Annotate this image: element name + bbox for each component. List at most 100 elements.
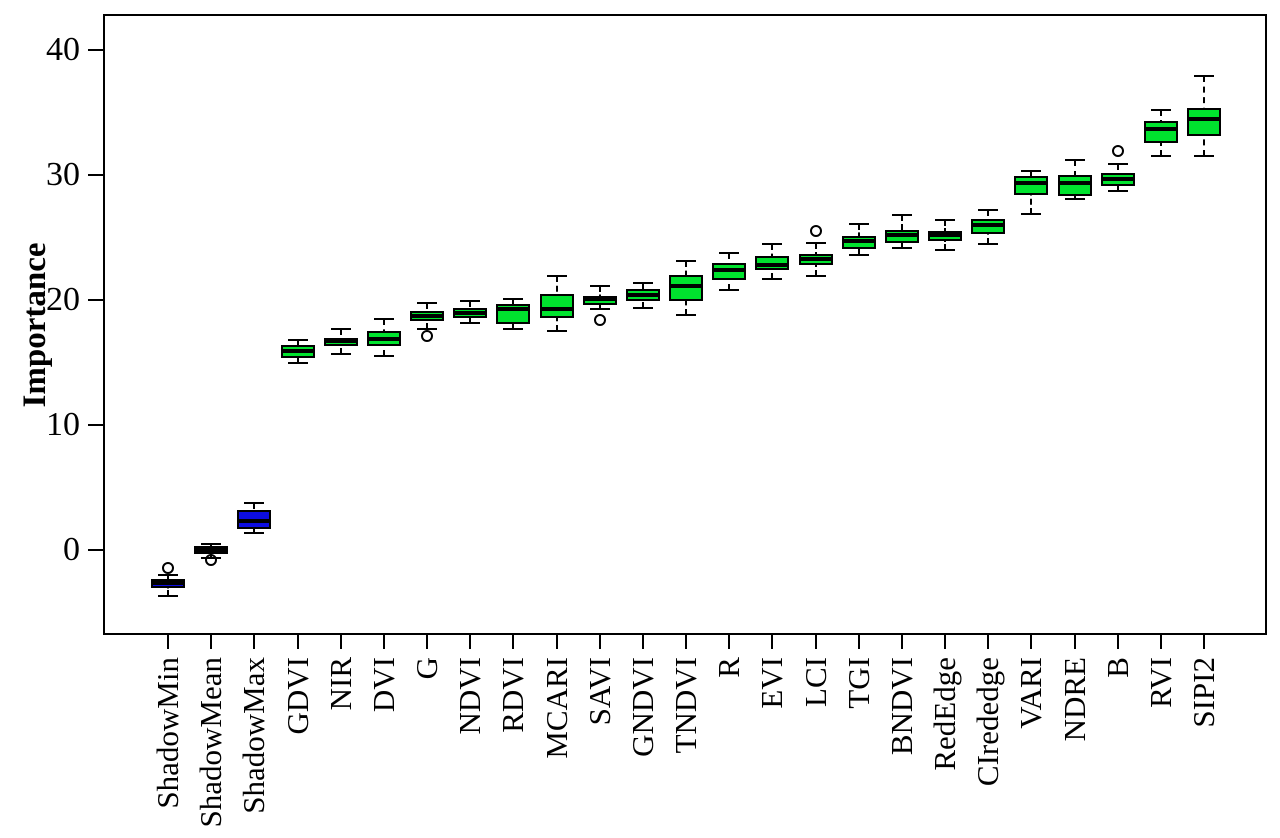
ShadowMax-whisker-cap-low — [244, 531, 265, 534]
TNDVI-median-line — [669, 284, 704, 289]
SIPI2-whisker-cap-high — [1194, 75, 1215, 78]
DVI-whisker-cap-low — [373, 355, 394, 358]
y-tick-label: 0 — [63, 531, 80, 568]
y-tick-label: 30 — [46, 156, 80, 193]
BNDVI-whisker-cap-high — [891, 214, 912, 216]
ShadowMin-outlier-point — [162, 561, 174, 574]
NDRE-median-line — [1057, 180, 1092, 185]
ShadowMean-whisker-cap-high — [201, 542, 222, 545]
x-tick-label-ShadowMax: ShadowMax — [236, 657, 272, 814]
SAVI-whisker-cap-low — [589, 307, 610, 310]
x-tick-mark — [296, 635, 299, 649]
MCARI-whisker-cap-high — [546, 275, 567, 278]
TNDVI-whisker-cap-high — [676, 260, 697, 263]
G-whisker-cap-high — [417, 301, 438, 304]
GNDVI-whisker-cap-low — [632, 306, 653, 309]
x-tick-mark — [555, 635, 558, 649]
ShadowMean-outlier-point — [205, 554, 218, 566]
VARI-whisker-cap-high — [1021, 170, 1042, 173]
GDVI-median-line — [280, 349, 315, 354]
x-tick-label-CIrededge: CIrededge — [970, 657, 1006, 787]
EVI-median-line — [755, 263, 790, 267]
x-tick-mark — [382, 635, 385, 649]
x-tick-label-B: B — [1099, 657, 1135, 678]
RDVI-median-line — [496, 306, 531, 311]
x-tick-label-MCARI: MCARI — [538, 657, 574, 759]
x-tick-label-NIR: NIR — [322, 657, 358, 711]
TGI-whisker-cap-high — [848, 222, 869, 225]
y-tick-mark — [88, 299, 103, 301]
x-tick-label-NDVI: NDVI — [452, 657, 488, 735]
SIPI2-median-line — [1187, 116, 1222, 121]
x-tick-label-BNDVI: BNDVI — [883, 657, 919, 756]
x-tick-mark — [1030, 635, 1033, 649]
x-tick-mark — [1159, 635, 1162, 649]
x-tick-label-ShadowMin: ShadowMin — [150, 657, 185, 809]
plot-area-border — [103, 14, 1267, 635]
BNDVI-median-line — [884, 233, 919, 237]
x-tick-label-DVI: DVI — [365, 657, 401, 713]
R-whisker-cap-low — [719, 289, 740, 291]
x-tick-label-LCI: LCI — [797, 657, 833, 707]
y-tick-mark — [88, 424, 103, 426]
box-SIPI2 — [1187, 107, 1222, 137]
DVI-whisker-cap-high — [373, 317, 394, 320]
CIrededge-whisker-cap-low — [978, 242, 999, 245]
SIPI2-whisker-cap-low — [1194, 155, 1215, 158]
x-tick-mark — [685, 635, 688, 649]
x-tick-label-RedEdge: RedEdge — [927, 657, 963, 771]
x-tick-mark — [771, 635, 774, 649]
x-tick-label-SIPI2: SIPI2 — [1186, 657, 1222, 728]
MCARI-whisker-cap-low — [546, 330, 567, 333]
LCI-median-line — [798, 256, 833, 261]
x-tick-mark — [598, 635, 601, 649]
y-tick-label: 10 — [46, 406, 80, 443]
EVI-whisker-cap-low — [762, 277, 783, 280]
y-tick-mark — [88, 174, 103, 176]
B-whisker-cap-low — [1107, 190, 1128, 193]
EVI-whisker-cap-high — [762, 242, 783, 245]
x-tick-mark — [1116, 635, 1119, 649]
ShadowMean-median-line — [194, 548, 229, 552]
box-VARI — [1014, 176, 1049, 195]
box-MCARI — [539, 293, 574, 318]
GNDVI-median-line — [625, 293, 660, 297]
B-whisker-cap-high — [1107, 162, 1128, 165]
x-tick-mark — [339, 635, 342, 649]
TNDVI-whisker-cap-low — [676, 314, 697, 316]
ShadowMin-median-line — [151, 580, 185, 585]
RVI-whisker-cap-high — [1150, 109, 1171, 111]
VARI-median-line — [1014, 180, 1049, 185]
x-tick-label-EVI: EVI — [754, 657, 790, 709]
x-tick-label-SAVI: SAVI — [581, 657, 617, 726]
SAVI-whisker-cap-high — [589, 285, 610, 288]
CIrededge-whisker-cap-high — [978, 209, 999, 211]
BNDVI-whisker-cap-low — [891, 246, 912, 249]
x-tick-mark — [1203, 635, 1206, 649]
x-tick-mark — [426, 635, 429, 649]
x-tick-mark — [253, 635, 256, 649]
x-tick-label-TNDVI: TNDVI — [668, 657, 704, 754]
y-tick-label: 20 — [46, 281, 80, 318]
CIrededge-median-line — [971, 223, 1006, 227]
RedEdge-whisker-cap-high — [935, 219, 956, 221]
RDVI-whisker-cap-low — [503, 327, 524, 330]
GNDVI-whisker-cap-high — [632, 281, 653, 284]
x-tick-label-GNDVI: GNDVI — [624, 657, 660, 757]
G-median-line — [410, 314, 445, 319]
NDRE-whisker-cap-low — [1064, 197, 1085, 200]
G-whisker-cap-low — [417, 327, 438, 330]
NIR-whisker-cap-high — [330, 327, 351, 330]
TGI-median-line — [841, 239, 876, 244]
RedEdge-median-line — [928, 233, 963, 237]
DVI-median-line — [366, 336, 401, 341]
x-tick-mark — [469, 635, 472, 649]
NDVI-median-line — [453, 310, 488, 315]
GDVI-whisker-cap-low — [287, 361, 308, 364]
box-RVI — [1143, 121, 1178, 143]
TGI-whisker-cap-low — [848, 254, 869, 256]
NDRE-whisker-cap-high — [1064, 159, 1085, 161]
x-tick-label-G: G — [409, 657, 445, 680]
x-tick-mark — [987, 635, 990, 649]
